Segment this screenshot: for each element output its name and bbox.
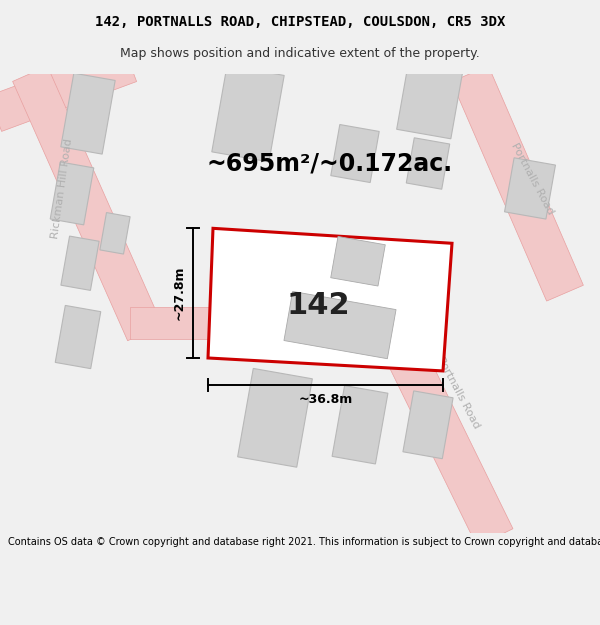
Polygon shape — [55, 306, 101, 369]
Text: 142: 142 — [286, 291, 350, 319]
Text: Contains OS data © Crown copyright and database right 2021. This information is : Contains OS data © Crown copyright and d… — [8, 538, 600, 548]
Polygon shape — [13, 66, 163, 341]
Polygon shape — [238, 368, 313, 468]
Text: ~27.8m: ~27.8m — [173, 266, 185, 321]
Polygon shape — [406, 138, 450, 189]
Polygon shape — [397, 59, 463, 139]
Polygon shape — [208, 228, 452, 371]
Text: Portnalls Road: Portnalls Road — [509, 141, 555, 216]
Text: Portnalls Road: Portnalls Road — [435, 356, 481, 431]
Text: Rickman Hill Road: Rickman Hill Road — [50, 138, 74, 239]
Text: ~36.8m: ~36.8m — [298, 393, 353, 406]
Polygon shape — [61, 236, 99, 291]
Polygon shape — [0, 46, 137, 131]
Polygon shape — [367, 304, 513, 546]
Polygon shape — [505, 158, 556, 219]
Text: ~695m²/~0.172ac.: ~695m²/~0.172ac. — [207, 151, 453, 176]
Polygon shape — [50, 162, 94, 225]
Polygon shape — [331, 236, 385, 286]
Polygon shape — [130, 307, 390, 339]
Polygon shape — [212, 66, 284, 162]
Polygon shape — [284, 291, 396, 359]
Text: 142, PORTNALLS ROAD, CHIPSTEAD, COULSDON, CR5 3DX: 142, PORTNALLS ROAD, CHIPSTEAD, COULSDON… — [95, 15, 505, 29]
Polygon shape — [452, 66, 583, 301]
Polygon shape — [331, 124, 379, 182]
Text: Map shows position and indicative extent of the property.: Map shows position and indicative extent… — [120, 47, 480, 59]
Polygon shape — [100, 213, 130, 254]
Polygon shape — [403, 391, 453, 459]
Polygon shape — [332, 386, 388, 464]
Polygon shape — [61, 73, 115, 154]
